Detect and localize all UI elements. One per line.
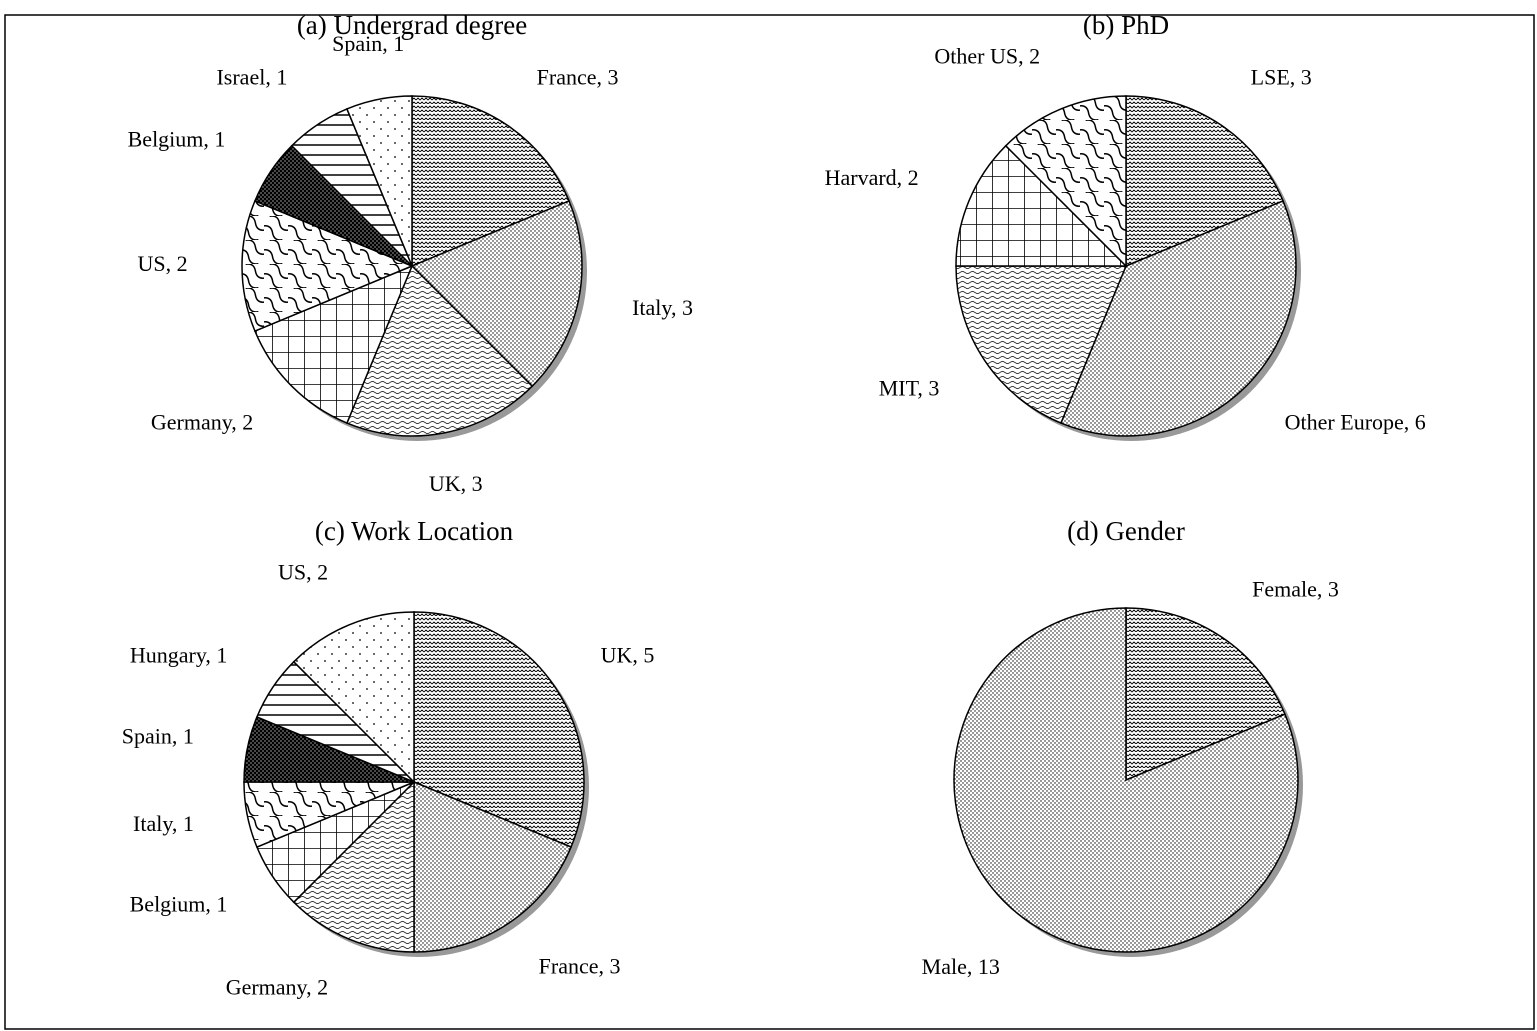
- slice-label: Harvard, 2: [825, 165, 919, 190]
- pie-slice: [953, 607, 1299, 953]
- slice-label: Italy, 1: [133, 811, 194, 836]
- slice-label: Italy, 3: [632, 295, 693, 320]
- pie-slice: [955, 265, 1128, 425]
- pie-slice: [345, 264, 534, 437]
- slice-label: France, 3: [539, 954, 621, 979]
- pie-title: (d) Gender: [1067, 516, 1185, 546]
- pie-slice: [241, 199, 414, 333]
- slice-label: France, 3: [537, 64, 619, 89]
- slice-label: MIT, 3: [879, 376, 940, 401]
- slice-label: US, 2: [278, 560, 328, 585]
- pie-slice: [1125, 607, 1286, 782]
- slice-label: Belgium, 1: [130, 892, 228, 917]
- pie-slice: [292, 611, 415, 784]
- pie-slice: [410, 199, 583, 388]
- slice-label: Female, 3: [1252, 576, 1339, 601]
- pie-slice: [292, 780, 415, 953]
- figure-frame: [4, 14, 1535, 1030]
- slice-label: Spain, 1: [122, 723, 194, 748]
- slice-label: Other Europe, 6: [1285, 410, 1426, 435]
- slice-label: Germany, 2: [226, 974, 328, 999]
- pie-title: (a) Undergrad degree: [297, 10, 527, 40]
- slice-label: LSE, 3: [1251, 64, 1312, 89]
- slice-label: Spain, 1: [332, 31, 404, 56]
- pie-slice: [955, 144, 1128, 267]
- slice-label: UK, 5: [601, 642, 655, 667]
- slice-label: Other US, 2: [934, 44, 1040, 69]
- pie-slice: [1059, 199, 1297, 437]
- slice-label: Male, 13: [922, 954, 1000, 979]
- slice-label: UK, 3: [429, 471, 483, 496]
- pie-slice: [1004, 95, 1127, 268]
- pie-title: (c) Work Location: [315, 516, 514, 546]
- slice-label: Hungary, 1: [130, 642, 228, 667]
- pie-slice: [413, 611, 585, 849]
- slice-label: Israel, 1: [216, 64, 287, 89]
- pie-slice: [345, 95, 413, 267]
- pie-slice: [413, 780, 573, 953]
- slice-label: US, 2: [137, 251, 187, 276]
- pie-slice: [1125, 95, 1285, 268]
- pie-title: (b) PhD: [1083, 10, 1169, 40]
- pie-slice: [411, 95, 571, 268]
- slice-label: Belgium, 1: [128, 126, 226, 151]
- pie-slice: [253, 264, 414, 425]
- slice-label: Germany, 2: [151, 410, 253, 435]
